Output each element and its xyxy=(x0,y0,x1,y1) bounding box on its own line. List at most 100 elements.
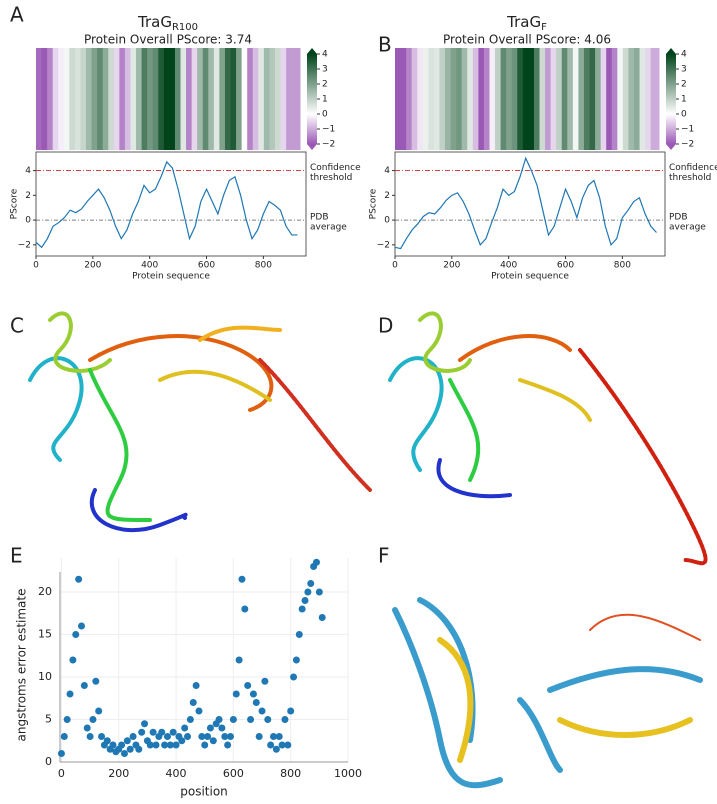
heatmap-cell xyxy=(97,48,104,150)
chart-title: TraGR100 xyxy=(137,13,198,34)
heatmap-cell xyxy=(578,48,585,150)
heatmap-cell xyxy=(439,48,446,150)
heatmap-cell xyxy=(406,48,413,150)
x-tick-label: 600 xyxy=(223,767,244,780)
y-tick-label: 4 xyxy=(25,166,31,176)
point xyxy=(235,656,243,664)
threshold-label: threshold xyxy=(669,173,711,183)
heatmap-cell xyxy=(252,48,259,150)
heatmap-cell xyxy=(102,48,109,150)
heatmap-cell xyxy=(119,48,126,150)
y-tick-label: 2 xyxy=(25,191,31,201)
point xyxy=(218,724,226,732)
x-tick-label: 0 xyxy=(58,767,65,780)
threshold-label: threshold xyxy=(310,173,352,183)
colorbar-tick-label: 3 xyxy=(681,65,687,75)
point xyxy=(66,690,74,698)
heatmap-cell xyxy=(41,48,48,150)
colorbar-extend xyxy=(666,144,676,150)
heatmap-cell xyxy=(163,48,170,150)
point xyxy=(229,716,237,723)
heatmap-cell xyxy=(158,48,165,150)
y-tick-label: −2 xyxy=(377,240,390,250)
point xyxy=(161,741,169,749)
heatmap-cell xyxy=(80,48,87,150)
heatmap-cell xyxy=(63,48,70,150)
point xyxy=(186,716,194,723)
chart-subtitle: Protein Overall PScore: 4.06 xyxy=(443,33,611,47)
heatmap-cell xyxy=(124,48,131,150)
point xyxy=(118,741,126,749)
panel-label: D xyxy=(378,314,393,338)
point xyxy=(238,575,246,583)
average-label: average xyxy=(310,223,347,233)
point xyxy=(83,724,91,732)
average-label: PDB xyxy=(310,213,329,223)
panel-label: E xyxy=(10,544,23,568)
heatmap-cell xyxy=(556,48,563,150)
point xyxy=(126,745,134,753)
point xyxy=(301,597,309,604)
point xyxy=(129,733,137,740)
heatmap-cell xyxy=(500,48,507,150)
colorbar-tick-label: −2 xyxy=(681,140,694,150)
heatmap-cell xyxy=(467,48,474,150)
point xyxy=(149,728,157,736)
point xyxy=(224,741,232,749)
heatmap-cell xyxy=(86,48,93,150)
heatmap-cell xyxy=(152,48,159,150)
heatmap-cell xyxy=(213,48,220,150)
point xyxy=(287,707,295,715)
point xyxy=(120,750,128,757)
heatmap-cell xyxy=(186,48,193,150)
chart-subtitle: Protein Overall PScore: 3.74 xyxy=(84,33,252,47)
point xyxy=(307,580,315,587)
heatmap-cell xyxy=(274,48,282,150)
x-tick-label: 800 xyxy=(280,767,301,780)
y-axis-label: PScore xyxy=(369,188,379,219)
heatmap-cell xyxy=(291,48,301,150)
point xyxy=(292,656,300,664)
line-series xyxy=(35,160,298,249)
heatmap-cell xyxy=(595,48,602,150)
x-axis-label: position xyxy=(180,785,228,799)
point xyxy=(204,733,212,740)
heatmap-cell xyxy=(52,48,59,150)
point xyxy=(169,728,177,736)
heatmap-cell xyxy=(478,48,485,150)
point xyxy=(227,733,235,740)
x-tick-label: 1000 xyxy=(334,767,362,780)
point xyxy=(189,699,197,706)
threshold-label: Confidence xyxy=(669,163,717,173)
x-tick-label: 200 xyxy=(108,767,129,780)
point xyxy=(123,737,131,745)
colorbar xyxy=(666,54,676,144)
colorbar-tick-label: −1 xyxy=(322,125,335,135)
y-axis-label: angstroms error estimate xyxy=(15,589,29,742)
heatmap-cell xyxy=(428,48,435,150)
point xyxy=(215,716,223,723)
panel-label: B xyxy=(378,33,392,57)
point xyxy=(86,733,94,740)
point xyxy=(158,728,166,736)
heatmap-cell xyxy=(461,48,468,150)
heatmap-cell xyxy=(36,48,43,150)
colorbar-tick-label: 0 xyxy=(681,110,687,120)
point xyxy=(63,716,71,723)
heatmap-cell xyxy=(286,48,293,150)
heatmap-cell xyxy=(456,48,463,150)
heatmap-cell xyxy=(417,48,424,150)
point xyxy=(166,741,174,749)
point xyxy=(163,733,171,740)
point xyxy=(318,614,326,621)
point xyxy=(57,750,65,757)
point xyxy=(141,720,149,728)
line-series xyxy=(394,156,657,250)
point xyxy=(295,631,303,638)
point xyxy=(109,741,117,749)
colorbar-extend xyxy=(307,144,317,150)
heatmap-cell xyxy=(567,48,574,150)
heatmap-cell xyxy=(483,48,490,150)
panel-label: F xyxy=(378,544,390,568)
heatmap-cell xyxy=(611,48,618,150)
